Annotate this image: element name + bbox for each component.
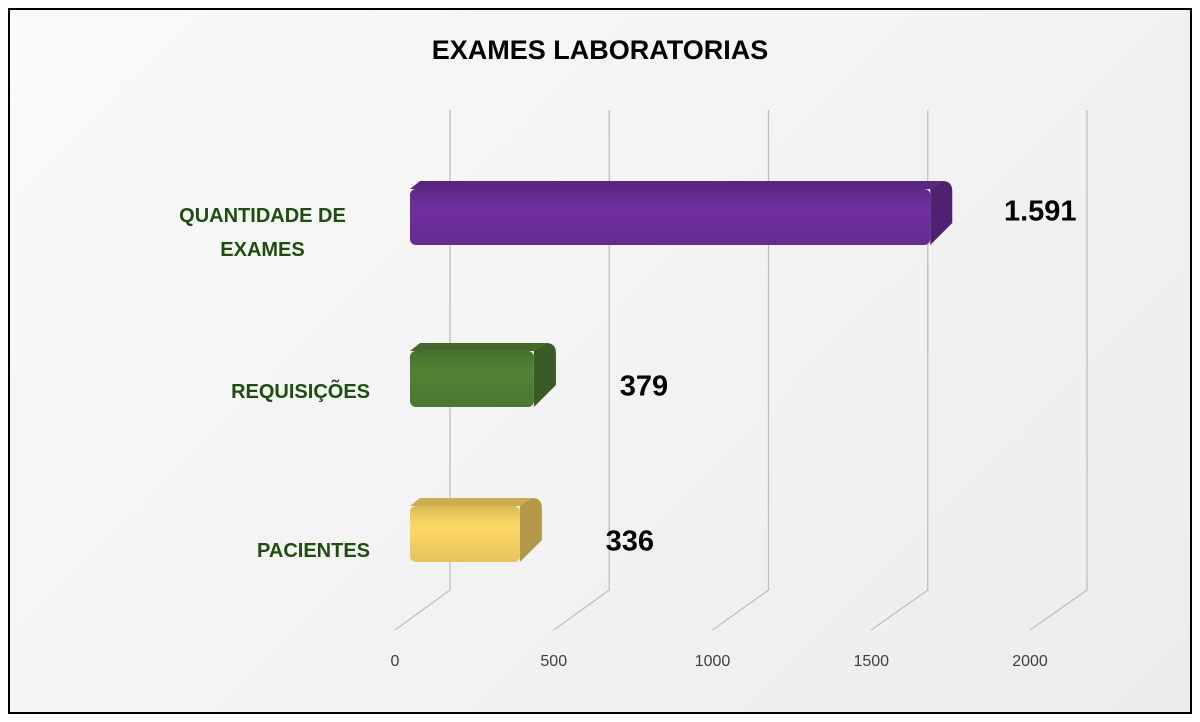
grid-line: [870, 110, 929, 631]
x-tick-label: 500: [540, 653, 567, 670]
y-tick-label: REQUISIÇÕES: [231, 381, 370, 403]
bar-side: [930, 181, 953, 245]
bar-top: [410, 343, 546, 351]
x-tick-label: 2000: [1012, 653, 1048, 670]
category-label-box: QUANTIDADE DE EXAMES: [110, 199, 370, 267]
bar: [410, 189, 931, 245]
grid-line: [712, 110, 770, 631]
value-label: 336: [606, 526, 654, 558]
x-tick-label: 0: [391, 653, 400, 670]
chart-title: EXAMES LABORATORIAS: [432, 35, 769, 65]
grid-line: [1029, 110, 1088, 631]
y-tick-label: PACIENTES: [257, 540, 370, 562]
bar-side: [519, 498, 542, 562]
x-tick-label: 1000: [695, 653, 731, 670]
value-label: 379: [620, 371, 668, 403]
y-tick-label: QUANTIDADE DE EXAMES: [179, 205, 346, 261]
bar: [410, 506, 520, 562]
category-label-box: REQUISIÇÕES: [110, 375, 370, 409]
bar: [410, 351, 534, 407]
x-tick-label: 1500: [853, 653, 889, 670]
bar-top: [410, 498, 532, 506]
grid-line: [553, 110, 610, 631]
category-label-box: PACIENTES: [110, 534, 370, 568]
bar-top: [410, 181, 943, 189]
value-label: 1.591: [1004, 196, 1077, 228]
grid-line: [394, 110, 451, 631]
bar-side: [533, 343, 556, 407]
